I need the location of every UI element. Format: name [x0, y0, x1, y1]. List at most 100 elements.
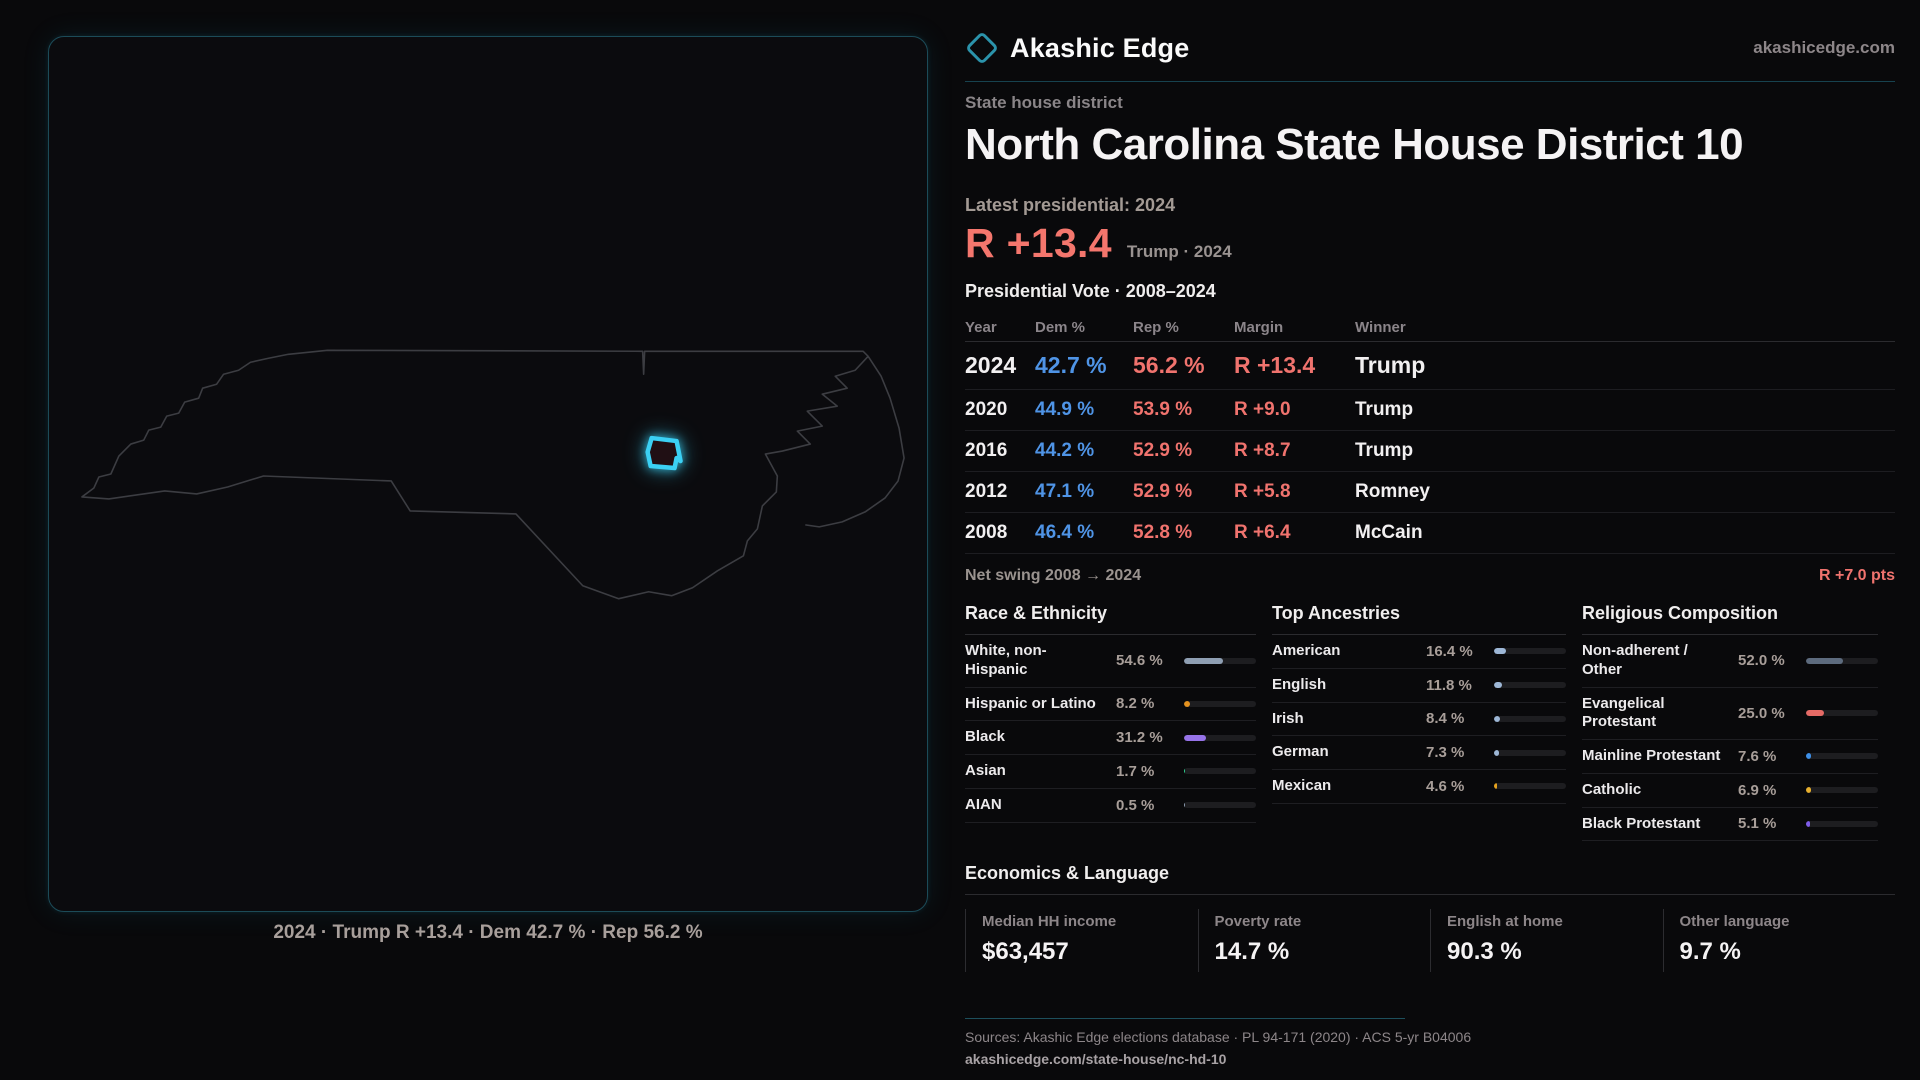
net-swing-value: R +7.0 pts: [1818, 567, 1895, 584]
vote-cell-dem-2016: 44.2 %: [1035, 440, 1095, 461]
latest-margin-note: Trump · 2024: [1126, 242, 1232, 261]
brand-domain-link[interactable]: akashicedge.com: [1753, 38, 1895, 57]
vote-cell-rep-2012: 52.9 %: [1133, 481, 1193, 502]
stat-value-other-language: 9.7 %: [1679, 938, 1741, 966]
vote-cell-winner-2016: Trump: [1355, 440, 1414, 461]
demo-label-mainline-protestant: Mainline Protestant: [1582, 747, 1721, 764]
demo-bar-track-mexican: [1494, 783, 1566, 790]
vote-row-2020: 2020 44.9 % 53.9 % R +9.0 Trump: [965, 390, 1895, 431]
stat-label-median-hh-income: Median HH income: [982, 913, 1117, 931]
latest-margin-row: R +13.4 Trump · 2024: [965, 220, 1895, 267]
net-swing-label: Net swing 2008 → 2024: [965, 567, 1142, 584]
demo-label-mexican: Mexican: [1272, 777, 1332, 794]
vote-cell-year-2016: 2016: [965, 440, 1008, 461]
map-caption: 2024 · Trump R +13.4 · Dem 42.7 % · Rep …: [273, 922, 703, 943]
demo-label-asian: Asian: [965, 762, 1006, 779]
demo-value-irish: 8.4 %: [1426, 710, 1465, 728]
demo-bar-track-german: [1494, 749, 1566, 756]
stat-block-english-at-home: English at home 90.3 %: [1430, 909, 1663, 973]
demo-value-non-adherent-other: 52.0 %: [1738, 652, 1785, 670]
presidential-vote-table: Year Dem % Rep % Margin Winner 2024 42.7 % 56.2…: [965, 314, 1895, 554]
vote-cell-winner-2024: Trump: [1355, 352, 1426, 378]
economics-title: Economics & Language: [965, 863, 1170, 884]
vote-row-2012: 2012 47.1 % 52.9 % R +5.8 Romney: [965, 472, 1895, 513]
page-kicker: State house district: [965, 93, 1123, 112]
demo-row-american: American 16.4 %: [1272, 635, 1566, 669]
demo-bar-track-non-adherent-other: [1806, 657, 1878, 664]
north-carolina-map: [81, 349, 905, 600]
vote-cell-winner-2012: Romney: [1355, 481, 1430, 502]
vote-row-2016: 2016 44.2 % 52.9 % R +8.7 Trump: [965, 431, 1895, 472]
sources-text: Sources: Akashic Edge elections database…: [965, 1029, 1472, 1046]
demo-value-mexican: 4.6 %: [1426, 777, 1465, 795]
vote-row-2008: 2008 46.4 % 52.8 % R +6.4 McCain: [965, 513, 1895, 554]
demo-row-hispanic-or-latino: Hispanic or Latino 8.2 %: [965, 688, 1256, 722]
demo-bar-fill-german: [1494, 749, 1500, 756]
demo-row-mexican: Mexican 4.6 %: [1272, 770, 1566, 804]
demo-row-english: English 11.8 %: [1272, 669, 1566, 703]
demo-label-aian: AIAN: [965, 795, 1002, 813]
net-swing-row: Net swing 2008 → 2024 R +7.0 pts: [965, 567, 1895, 585]
demo-row-catholic: Catholic 6.9 %: [1582, 774, 1878, 808]
vote-cell-margin-2008: R +6.4: [1234, 522, 1291, 543]
demo-column-title-race: Race & Ethnicity: [965, 603, 1256, 635]
demo-column-title-ancestries: Top Ancestries: [1272, 603, 1566, 635]
vote-cell-year-2020: 2020: [965, 399, 1008, 420]
vote-cell-rep-2008: 52.8 %: [1133, 522, 1193, 543]
demo-value-asian: 1.7 %: [1116, 762, 1155, 780]
demo-label-irish: Irish: [1272, 709, 1304, 727]
demographics-section: Race & Ethnicity White, non-Hispanic 54.6 …: [965, 603, 1895, 842]
stat-label-poverty-rate: Poverty rate: [1214, 913, 1302, 931]
district-map-panel: [48, 36, 928, 912]
demo-value-black: 31.2 %: [1116, 729, 1163, 747]
demo-bar-fill-american: [1494, 648, 1506, 655]
vote-column-header-dem: Dem %: [1035, 319, 1086, 336]
demo-label-black-protestant: Black Protestant: [1582, 814, 1701, 832]
state-outline-path: [81, 349, 905, 600]
demo-label-english: English: [1272, 675, 1327, 693]
page-title: North Carolina State House District 10: [965, 120, 1744, 169]
demo-bar-track-black-protestant: [1806, 820, 1878, 827]
vote-table-header-row: Year Dem % Rep % Margin Winner: [965, 314, 1895, 342]
footer-divider: [965, 1018, 1405, 1020]
demo-label-white-non-hispanic: White, non-Hispanic: [965, 642, 1047, 678]
demo-bar-track-irish: [1494, 715, 1566, 722]
demo-row-german: German 7.3 %: [1272, 736, 1566, 770]
stat-value-poverty-rate: 14.7 %: [1214, 938, 1290, 966]
demo-bar-track-asian: [1184, 768, 1256, 775]
demo-value-black-protestant: 5.1 %: [1738, 815, 1777, 833]
demo-value-catholic: 6.9 %: [1738, 781, 1777, 799]
detail-pane: Akashic Edge akashicedge.com State house…: [965, 0, 1895, 1069]
demo-value-evangelical-protestant: 25.0 %: [1738, 704, 1785, 722]
stat-block-poverty-rate: Poverty rate 14.7 %: [1197, 909, 1431, 973]
vote-cell-margin-2020: R +9.0: [1234, 399, 1291, 420]
demo-value-hispanic-or-latino: 8.2 %: [1116, 695, 1155, 713]
demo-bar-track-aian: [1184, 802, 1256, 809]
demo-bar-fill-non-adherent-other: [1806, 657, 1844, 664]
demo-label-black: Black: [965, 728, 1006, 746]
vote-cell-rep-2020: 53.9 %: [1133, 399, 1193, 420]
footer-url-link[interactable]: akashicedge.com/state-house/nc-hd-10: [965, 1051, 1227, 1068]
demo-bar-fill-evangelical-protestant: [1806, 710, 1824, 717]
demo-bar-track-white-non-hispanic: [1184, 657, 1256, 664]
demo-row-non-adherent-other: Non-adherent / Other 52.0 %: [1582, 635, 1878, 688]
stat-block-median-hh-income: Median HH income $63,457: [965, 909, 1198, 973]
vote-cell-year-2024: 2024: [965, 352, 1017, 378]
demo-column-religion: Religious Composition Non-adherent / Othe…: [1582, 603, 1878, 842]
demo-bar-fill-catholic: [1806, 787, 1811, 794]
vote-cell-year-2012: 2012: [965, 481, 1008, 502]
vote-cell-margin-2024: R +13.4: [1234, 352, 1316, 378]
highlighted-district-shape[interactable]: [645, 435, 683, 471]
demo-row-white-non-hispanic: White, non-Hispanic 54.6 %: [965, 635, 1256, 688]
demo-column-race: Race & Ethnicity White, non-Hispanic 54.6 …: [965, 603, 1256, 823]
demo-bar-track-mainline-protestant: [1806, 753, 1878, 760]
vote-cell-dem-2024: 42.7 %: [1035, 352, 1107, 378]
demo-value-aian: 0.5 %: [1116, 796, 1155, 814]
header-divider: [965, 81, 1895, 82]
demo-bar-track-hispanic-or-latino: [1184, 700, 1256, 707]
demo-bar-fill-black: [1184, 734, 1207, 741]
demo-bar-fill-hispanic-or-latino: [1184, 700, 1190, 707]
vote-cell-winner-2020: Trump: [1355, 399, 1414, 420]
demo-label-evangelical-protestant: Evangelical Protestant: [1582, 694, 1665, 731]
vote-column-header-margin: Margin: [1234, 319, 1284, 336]
